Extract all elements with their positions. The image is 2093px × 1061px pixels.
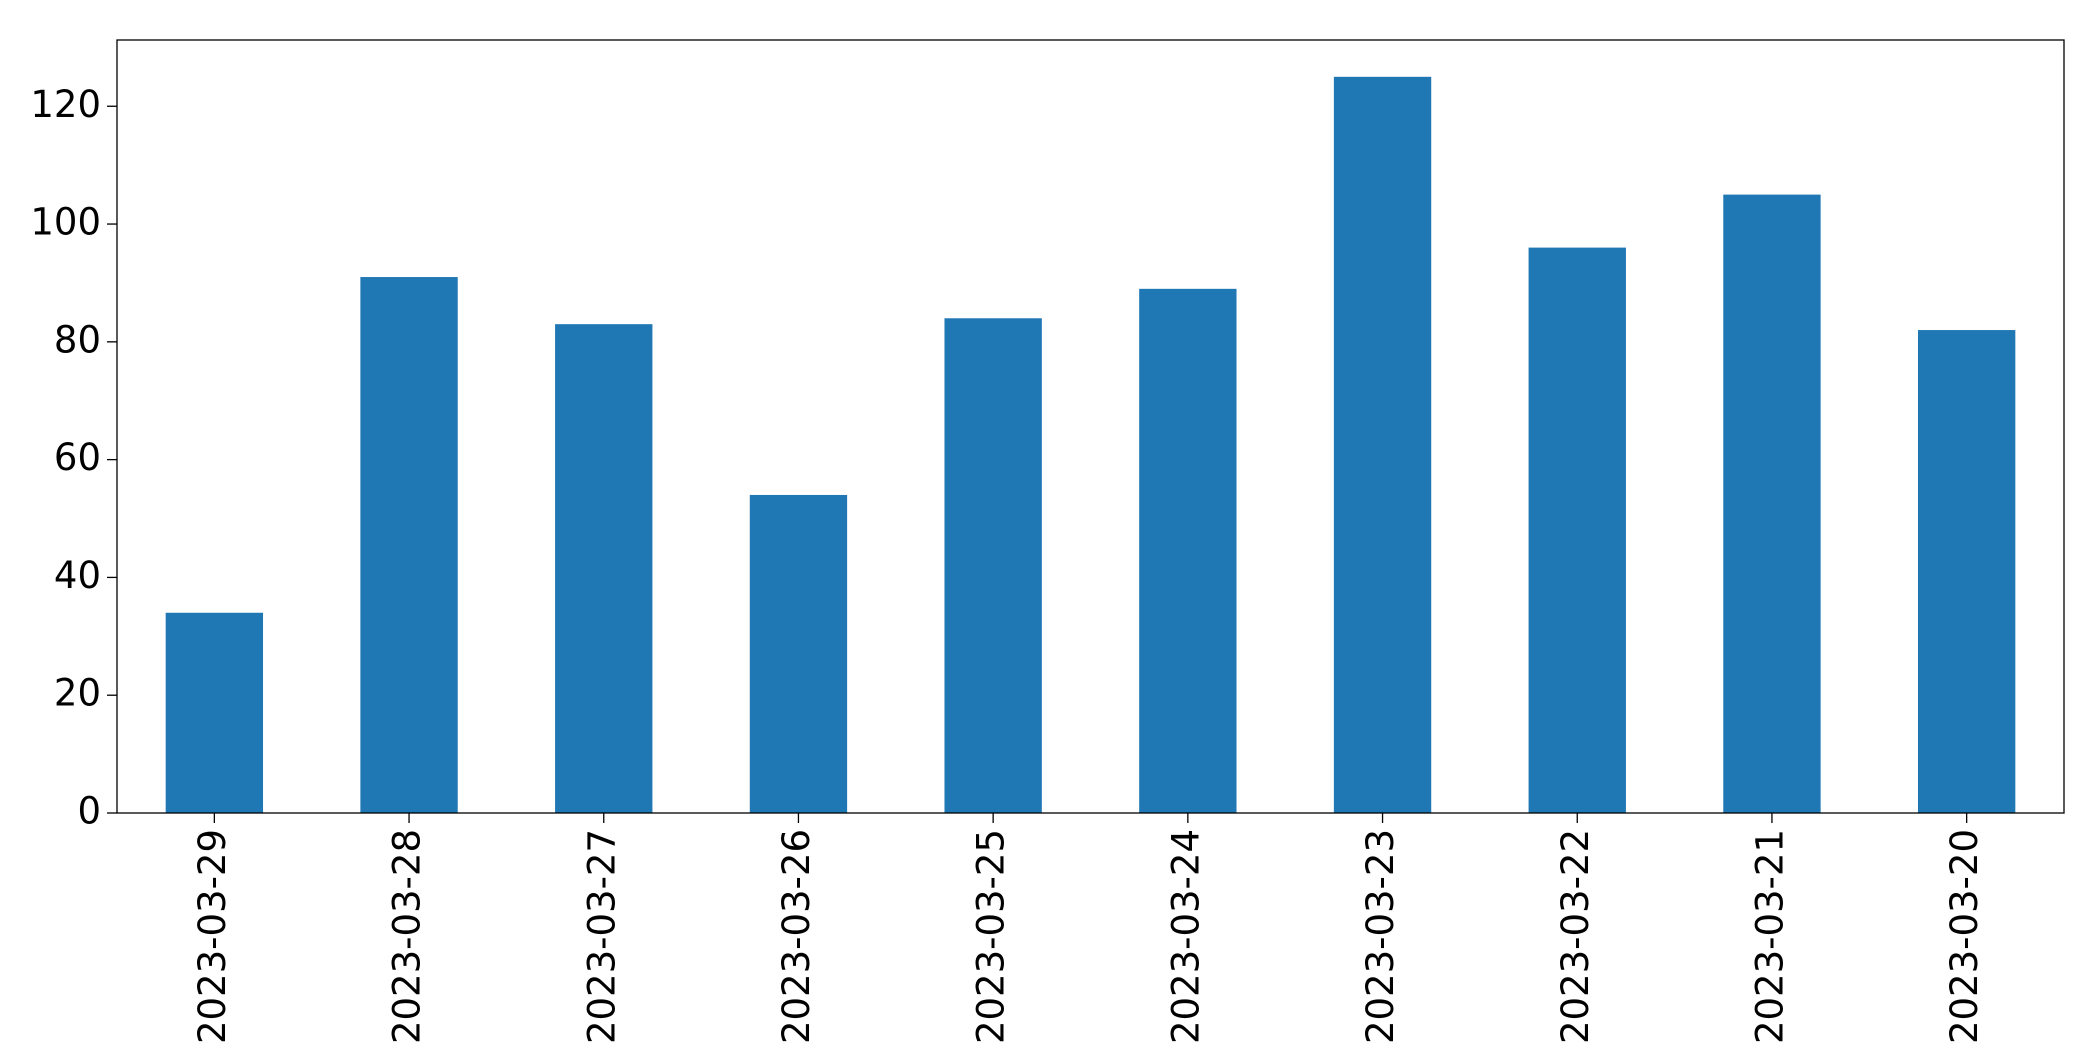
bar [1723,194,1821,814]
bar [1917,330,2016,813]
x-tick-label: 2023-03-22 [1554,829,1597,1044]
y-tick-label: 20 [54,672,101,715]
x-tick-label: 2023-03-20 [1943,829,1986,1044]
x-tick-label: 2023-03-23 [1359,829,1402,1044]
bar [165,612,264,813]
bar [1528,247,1626,813]
y-tick-label: 40 [54,554,101,597]
x-tick-label: 2023-03-26 [775,829,818,1044]
x-tick-label: 2023-03-29 [191,829,234,1044]
x-tick-label: 2023-03-28 [386,829,429,1044]
y-tick-label: 0 [77,790,101,833]
x-tick-label: 2023-03-25 [970,829,1013,1044]
y-tick-label: 100 [30,201,101,244]
x-tick-label: 2023-03-24 [1164,829,1207,1044]
bar [749,494,848,813]
bar [1139,288,1237,813]
bar [360,277,458,813]
x-tick-label: 2023-03-21 [1748,829,1791,1044]
plot-frame [116,39,2065,814]
bar [555,324,653,813]
y-tick-label: 80 [54,318,101,361]
bar [1333,76,1432,814]
x-tick-label: 2023-03-27 [580,829,623,1044]
y-tick-label: 120 [30,83,101,126]
y-tick-label: 60 [54,436,101,479]
bar [944,318,1042,813]
